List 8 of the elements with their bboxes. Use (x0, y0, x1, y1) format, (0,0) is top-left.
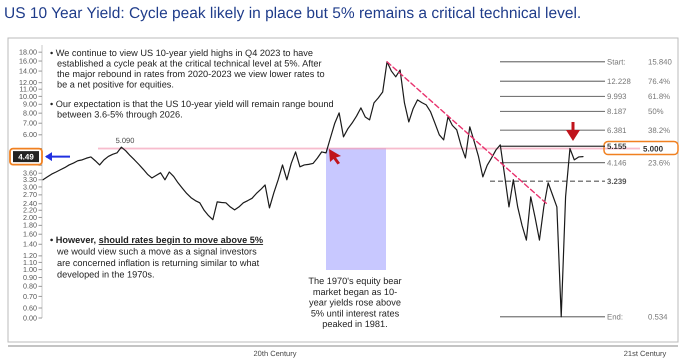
annotation: The 1970's equity bear market began as 10- year yields rose above 5% until interest rates peaked in 1981. (308, 276, 402, 330)
annotation: • Our expectation is that the US 10-year yield will remain range bound between 3.6-5% through 2026. (50, 99, 334, 120)
chart-title: US 10 Year Yield: Cycle peak likely in place but 5% remains a critical technical level. (4, 5, 582, 22)
annotation: • However, should rates begin to move above 5% we would view such a move as a signal investors are concerned inflation is returning similar to what developed in the 1970s. (50, 235, 264, 280)
band-label: 5.000 (643, 144, 664, 154)
annotation: 4.49 (18, 152, 34, 162)
line-series (42, 61, 584, 318)
annotation: • We continue to view US 10-year yield highs in Q4 2023 to have established a cycle peak at the critical technical level at 5%. After the major rebound in rates from 2020-2023 we view lower rates to be a net positive for equities. (50, 48, 325, 90)
